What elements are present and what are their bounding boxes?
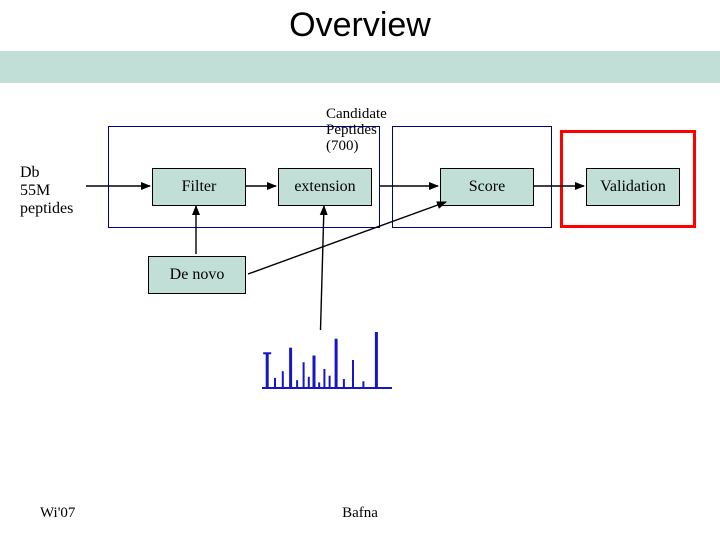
validation-label: Validation xyxy=(587,169,679,205)
candidate-label: Candidate Peptides (700) xyxy=(326,106,387,154)
score-box: Score xyxy=(440,168,534,206)
filter-label: Filter xyxy=(153,169,245,205)
diagram-stage: Db 55M peptides Candidate Peptides (700)… xyxy=(0,78,720,498)
title-bar: Overview xyxy=(0,0,720,51)
page-title: Overview xyxy=(289,6,431,51)
extension-box: extension xyxy=(278,168,372,206)
validation-box: Validation xyxy=(586,168,680,206)
footer-center: Bafna xyxy=(0,505,720,522)
score-label: Score xyxy=(441,169,533,205)
extension-label: extension xyxy=(279,169,371,205)
denovo-label: De novo xyxy=(149,257,245,293)
db-label: Db 55M peptides xyxy=(20,164,73,218)
denovo-box: De novo xyxy=(148,256,246,294)
filter-box: Filter xyxy=(152,168,246,206)
